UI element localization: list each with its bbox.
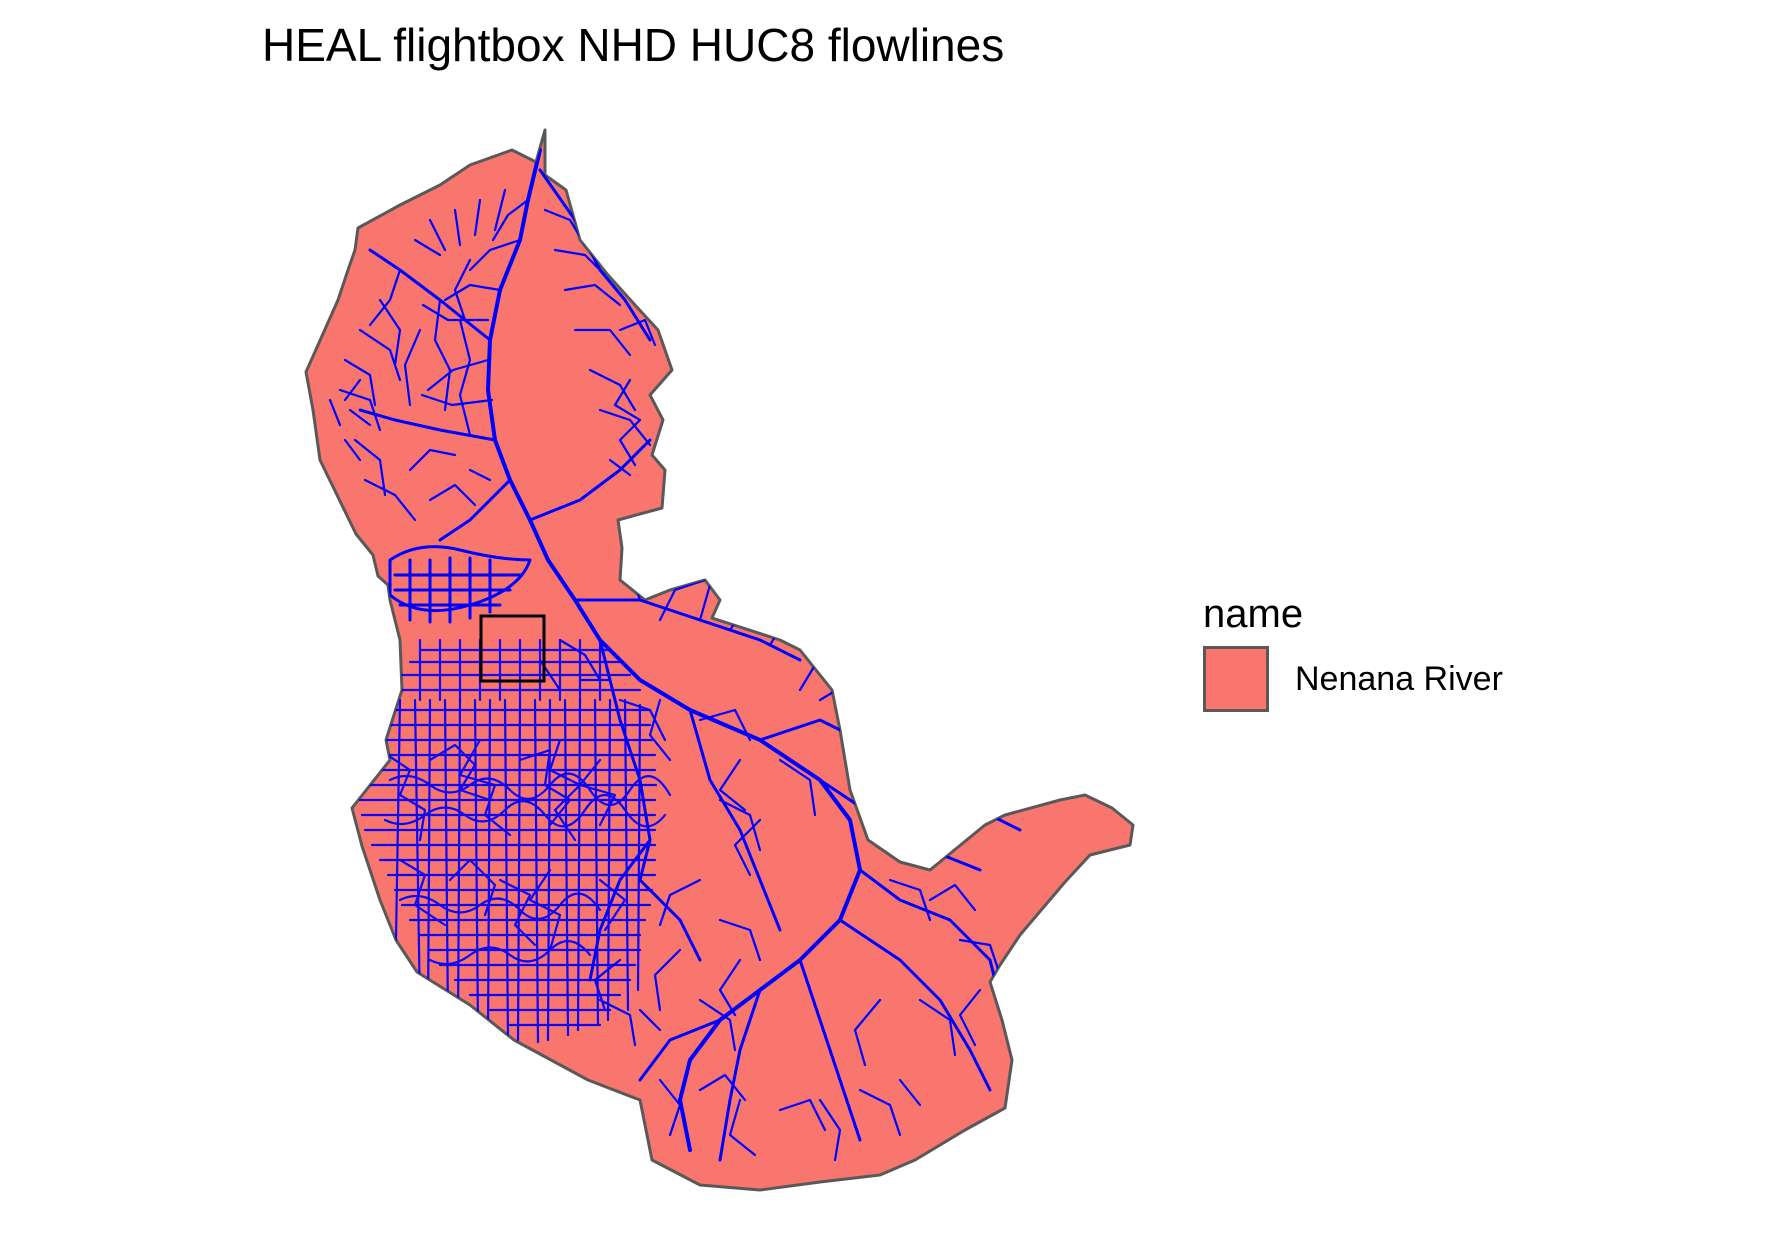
flightbox-rectangle [479,614,546,683]
nhd-flowlines [328,148,1022,1162]
nenana-river-basin [304,128,1135,1192]
dense-flowline-region [358,698,672,1044]
lake-cluster [388,545,532,624]
legend-item: Nenana River [1203,646,1503,712]
legend-label: Nenana River [1295,659,1503,698]
legend-title: name [1203,592,1304,636]
legend: name Nenana River [1203,594,1503,712]
map-title: HEAL flightbox NHD HUC8 flowlines [262,19,1005,71]
legend-swatch [1203,646,1269,712]
